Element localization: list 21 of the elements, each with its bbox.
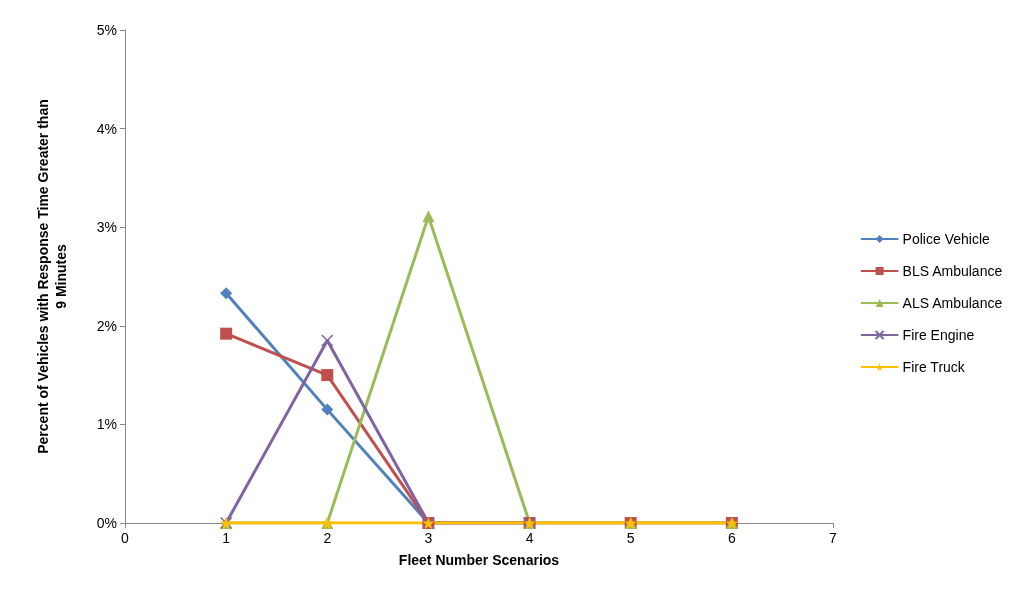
legend-label: Police Vehicle [902, 231, 990, 247]
x-tick-label: 5 [626, 530, 635, 546]
x-tick-label: 4 [525, 530, 534, 546]
legend-label: BLS Ambulance [902, 263, 1003, 279]
y-axis-title: Percent of Vehicles with Response Time Greater than 9 Minutes [35, 99, 69, 454]
legend-label: Fire Truck [902, 359, 966, 375]
x-tick-label: 0 [121, 530, 130, 546]
y-tick-label: 2% [96, 317, 117, 334]
x-tick-label: 6 [727, 530, 736, 546]
x-tick-label: 2 [323, 530, 332, 546]
y-tick-label: 5% [96, 22, 117, 38]
x-tick-label: 1 [222, 530, 231, 546]
legend-label: ALS Ambulance [902, 295, 1003, 311]
x-tick-label: 7 [829, 530, 838, 546]
y-tick-label: 0% [96, 515, 117, 531]
y-tick-label: 3% [96, 219, 117, 236]
x-tick-label: 3 [424, 530, 433, 546]
y-tick-label: 4% [96, 120, 117, 137]
y-tick-label: 1% [96, 416, 117, 433]
legend-label: Fire Engine [902, 327, 975, 343]
x-axis-title: Fleet Number Scenarios [398, 552, 560, 568]
